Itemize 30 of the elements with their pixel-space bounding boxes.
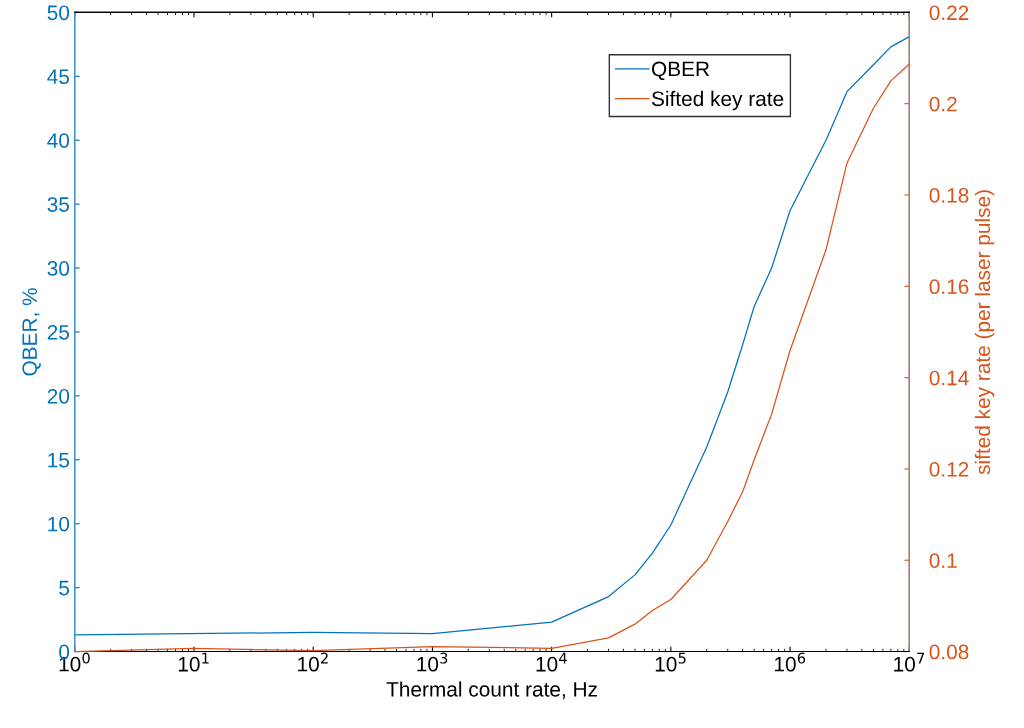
y2-tick-label: 0.22 xyxy=(929,5,969,21)
y-tick-label: 45 xyxy=(47,69,70,85)
y-tick-label: 25 xyxy=(47,324,70,340)
x-tick-label: 10$^{5}$ xyxy=(655,652,686,672)
y2-tick-label: 0.2 xyxy=(929,96,957,112)
y2-tick-label: 0.14 xyxy=(929,370,969,386)
x-tick-label: 10$^{7}$ xyxy=(894,652,925,672)
x-tick-label: 10$^{4}$ xyxy=(536,652,567,672)
y-tick-label: 20 xyxy=(47,388,70,404)
y2-tick-label: 0.1 xyxy=(929,553,957,568)
x-axis-title: Thermal count rate, Hz xyxy=(386,681,597,700)
x-tick-label: 10$^{6}$ xyxy=(775,652,806,672)
y2-tick-label: 0.12 xyxy=(929,461,969,477)
legend-label: QBER xyxy=(651,61,710,81)
y2-tick-label: 0.18 xyxy=(929,188,969,203)
y-tick-label: 35 xyxy=(47,197,70,212)
y2-tick-label: 0.16 xyxy=(929,279,969,295)
y-tick-label: 40 xyxy=(47,133,70,148)
y-axis-title: QBER, % xyxy=(22,288,41,376)
x-tick-label: 10$^{3}$ xyxy=(417,652,448,672)
legend-label: Sifted key rate xyxy=(651,90,784,111)
y-tick-label: 5 xyxy=(59,580,70,596)
y2-tick-label: 0.08 xyxy=(929,644,969,660)
x-tick-label: 10$^{2}$ xyxy=(298,652,328,672)
y-tick-label: 50 xyxy=(47,5,70,21)
x-tick-label: 10$^{1}$ xyxy=(178,652,209,672)
y-tick-label: 30 xyxy=(47,261,70,276)
y-tick-label: 15 xyxy=(48,453,70,468)
y-tick-label: 10 xyxy=(48,516,70,532)
y2-axis-title: sifted key rate (per laser pulse) xyxy=(974,190,995,475)
